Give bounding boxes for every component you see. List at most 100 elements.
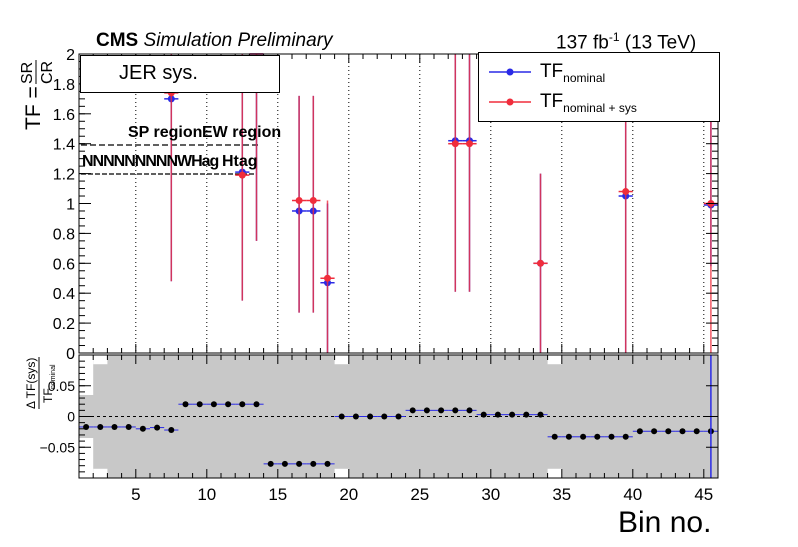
ratio-point [239,401,246,408]
y-tick-label: 0.2 [53,316,75,333]
svg-text:CR: CR [39,61,56,84]
data-point [451,140,459,148]
x-tick-label: 10 [197,485,216,504]
header-right: 137 fb-1 (13 TeV) [556,30,696,54]
top-panel-grid [81,54,705,353]
svg-text:TF =: TF = [22,86,45,130]
ratio-point [210,401,217,408]
ratio-point [352,413,359,420]
ratio-point [480,411,487,418]
y-tick-label: 0 [67,409,75,425]
ratio-point [565,433,572,440]
legend-label-sys: TF [539,91,564,112]
band-gap-bottom [79,438,94,478]
ratio-point [281,460,288,467]
band-gap-bottom [547,468,562,478]
bottom-panel-marks [79,355,718,478]
legend-marker-blue-icon [489,68,531,76]
ew-region-label: EW region [202,124,282,141]
x-axis-title: Bin no. [618,506,712,539]
svg-text:SR: SR [19,62,36,84]
y-tick-label: 0.05 [48,378,75,394]
ratio-point [196,401,203,408]
ratio-point [551,433,558,440]
band-gap-top [79,355,94,395]
y-tick-label: 0 [66,346,75,363]
ratio-point [338,413,345,420]
ratio-point [636,428,643,435]
legend-sub-nominal: nominal [563,70,606,85]
bottom-panel-band [79,355,718,478]
data-point [295,197,303,205]
y-tick-label: 2 [66,47,75,64]
band-gap-bottom [334,468,349,478]
data-point [622,188,630,196]
ratio-point [409,407,416,414]
tag-labels: NNNNNNNNNWHag [82,153,219,170]
ratio-point [509,411,516,418]
ratio-point [253,401,260,408]
y-tick-label: 0.4 [53,286,75,303]
x-tick-label: 15 [268,485,287,504]
lumi-label: 137 fb [556,32,609,54]
bottom-y-axis-title: Δ TF(sys) TF nominal [24,357,57,409]
x-tick-label: 25 [410,485,429,504]
y-tick-label: 1.8 [53,77,75,94]
ratio-point [97,423,104,430]
svg-text:Δ TF(sys): Δ TF(sys) [24,358,38,409]
ratio-point [168,427,175,434]
legend-entry-nominal: TFnominal [485,61,605,85]
ratio-point [494,411,501,418]
data-point [309,197,317,205]
htag-label: Htag [222,153,258,170]
sp-region-label: SP region [128,124,203,141]
ratio-point [594,433,601,440]
ratio-point [139,425,146,432]
y-tick-label: −0.05 [40,439,76,455]
ratio-point [651,428,658,435]
ratio-point [537,411,544,418]
ratio-point [466,407,473,414]
y-tick-label: 0.8 [53,226,75,243]
ratio-point [111,423,118,430]
axes: 5 10 15 20 25 30 35 40 4500.20.40.60.811.21.41.6… [40,47,719,504]
ratio-point [381,413,388,420]
x-tick-label: 30 [481,485,500,504]
band-gap-bottom [93,468,108,478]
systematic-box: JER sys. [80,55,280,93]
ratio-point [452,407,459,414]
svg-text:nominal: nominal [50,364,57,389]
y-tick-label: 1.6 [53,107,75,124]
x-tick-label: 40 [623,485,642,504]
top-y-axis-title: TF = SR CR [19,60,56,130]
legend-entry-sys: TFnominal + sys [485,91,637,115]
ratio-point [367,413,374,420]
header-left: CMS Simulation Preliminary [96,30,333,52]
data-point [324,274,331,282]
svg-text:TF: TF [41,388,55,403]
energy-label: (13 TeV) [624,32,697,54]
band-gap-top [547,355,562,365]
lumi-sup: -1 [608,30,620,44]
ratio-point [580,433,587,440]
ratio-point [125,423,132,430]
simulation-label: Simulation Preliminary [143,30,333,51]
band-gap-top [93,355,108,365]
x-tick-label: 45 [694,485,713,504]
legend-sub-sys: nominal + sys [563,100,637,115]
ratio-point [395,413,402,420]
ratio-point [679,428,686,435]
legend: TFnominal TFnominal + sys [478,52,720,122]
data-point [466,140,473,148]
y-tick-label: 1.2 [53,167,75,184]
experiment-label: CMS [96,30,139,51]
ratio-point [296,460,303,467]
ratio-point [622,433,629,440]
ratio-point [693,428,700,435]
ratio-point [423,407,430,414]
ratio-point [267,460,274,467]
ratio-point [608,433,615,440]
legend-label-nominal: TF [539,61,564,82]
ratio-point [523,411,530,418]
